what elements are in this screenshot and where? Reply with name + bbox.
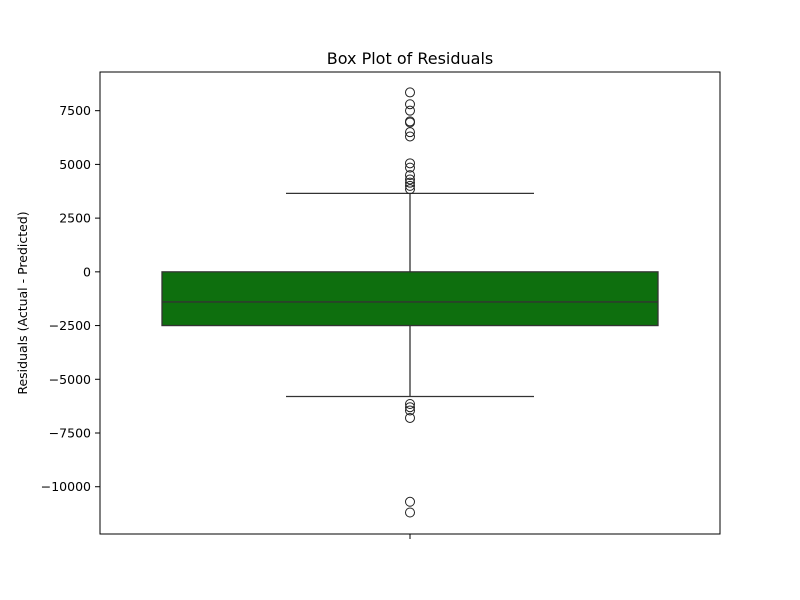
outlier-point <box>405 398 415 409</box>
y-tick-label: 2500 <box>59 211 91 226</box>
outlier-point <box>405 105 415 116</box>
outlier-point <box>405 87 415 98</box>
outlier-point <box>405 162 415 173</box>
chart-title: Box Plot of Residuals <box>327 49 493 68</box>
y-tick-label: −2500 <box>49 318 91 333</box>
outlier-point <box>405 184 415 195</box>
plot-area: 7500 5000 2500 0 −2500 −5000 −7500 −10000 <box>41 71 721 539</box>
iqr-box <box>161 271 659 327</box>
y-tick-label: 5000 <box>59 157 91 172</box>
outlier-point <box>405 177 415 188</box>
outlier-point <box>405 117 415 128</box>
y-tick-label: 0 <box>83 264 91 279</box>
y-tick-label: −10000 <box>41 479 91 494</box>
outlier-point <box>405 507 415 518</box>
outlier-point <box>405 131 415 142</box>
outlier-point <box>405 496 415 507</box>
outlier-point <box>405 99 415 110</box>
outlier-point <box>405 170 415 181</box>
outlier-point <box>405 405 415 416</box>
outlier-point <box>405 180 415 191</box>
y-axis-label: Residuals (Actual - Predicted) <box>15 211 30 394</box>
y-tick-label: −7500 <box>49 426 91 441</box>
outlier-point <box>405 174 415 185</box>
y-tick-label: −5000 <box>49 372 91 387</box>
y-tick-label: 7500 <box>59 103 91 118</box>
outlier-point <box>405 412 415 423</box>
outlier-point <box>405 127 415 138</box>
outlier-point <box>405 158 415 169</box>
outlier-point <box>405 402 415 413</box>
